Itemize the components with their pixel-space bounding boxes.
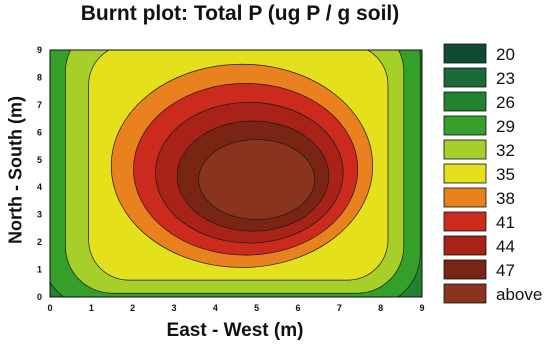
legend-label: 35	[496, 165, 515, 184]
y-tick-label: 8	[37, 72, 42, 82]
legend-swatch-26	[443, 91, 487, 112]
y-tick-label: 0	[37, 292, 42, 302]
y-tick-label: 5	[37, 155, 42, 165]
legend-swatch-38	[443, 187, 487, 208]
y-tick-label: 9	[37, 45, 42, 55]
x-tick-label: 3	[171, 303, 176, 313]
legend-label: 44	[496, 237, 515, 256]
x-tick-label: 7	[337, 303, 342, 313]
legend-label: 32	[496, 141, 515, 160]
x-tick-label: 1	[89, 303, 94, 313]
plot-frame	[49, 49, 423, 298]
legend-label: 29	[496, 117, 515, 136]
legend: 20 23 26 29 32 35 38 41 44 47 above	[443, 43, 542, 304]
y-tick-label: 1	[37, 265, 42, 275]
legend-label: 26	[496, 93, 515, 112]
y-tick-label: 7	[37, 100, 42, 110]
x-tick-label: 9	[419, 303, 424, 313]
x-axis-ticks: 0 1 2 3 4 5 6 7 8 9	[47, 303, 424, 313]
chart-title: Burnt plot: Total P (ug P / g soil)	[80, 2, 400, 25]
x-tick-label: 0	[47, 303, 52, 313]
x-tick-label: 5	[254, 303, 259, 313]
x-axis-label: East - West (m)	[166, 320, 304, 341]
legend-swatch-23	[443, 67, 487, 88]
plot-area	[49, 49, 423, 298]
y-axis-label: North - South (m)	[5, 96, 26, 244]
legend-label: 20	[496, 45, 515, 64]
y-axis-ticks: 0 1 2 3 4 5 6 7 8 9	[37, 45, 42, 302]
legend-swatch-47	[443, 259, 487, 280]
legend-label: 41	[496, 213, 515, 232]
x-tick-label: 6	[295, 303, 300, 313]
legend-swatch-20	[443, 43, 487, 64]
contour-band-above	[198, 139, 316, 220]
y-tick-label: 6	[37, 127, 42, 137]
legend-swatch-32	[443, 139, 487, 160]
legend-swatch-above	[443, 283, 487, 304]
legend-swatch-35	[443, 163, 487, 184]
legend-label: 23	[496, 69, 515, 88]
legend-label: above	[496, 285, 542, 304]
y-tick-label: 4	[37, 182, 42, 192]
x-tick-label: 8	[378, 303, 383, 313]
legend-label: 47	[496, 261, 515, 280]
legend-label: 38	[496, 189, 515, 208]
legend-swatch-44	[443, 235, 487, 256]
y-tick-label: 2	[37, 237, 42, 247]
y-tick-label: 3	[37, 210, 42, 220]
legend-swatch-29	[443, 115, 487, 136]
x-tick-label: 4	[213, 303, 218, 313]
legend-swatch-41	[443, 211, 487, 232]
x-tick-label: 2	[130, 303, 135, 313]
